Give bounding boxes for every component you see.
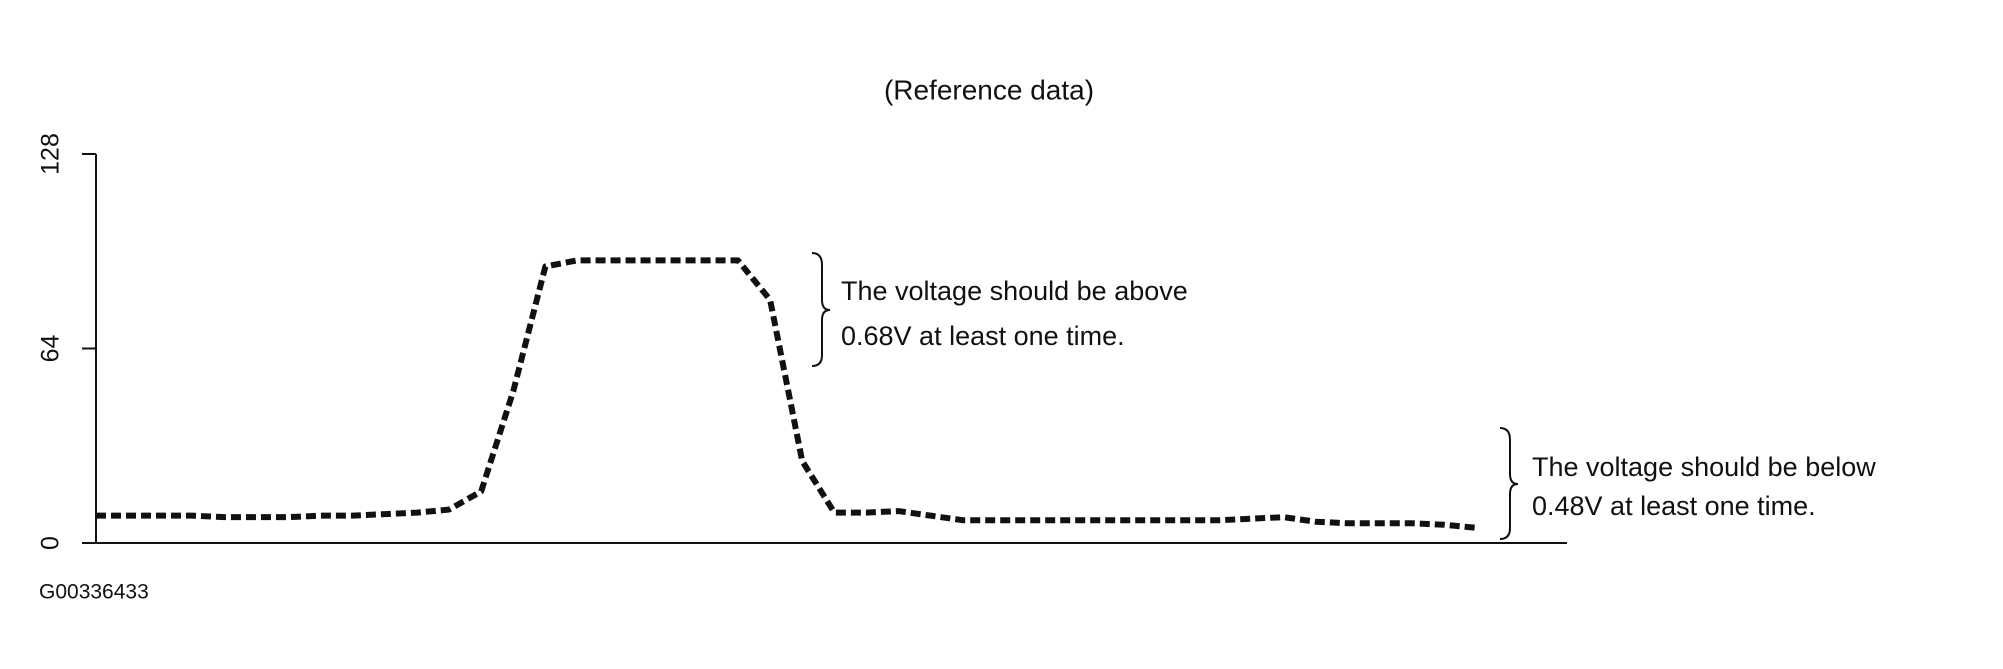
figure-id: G00336433 bbox=[39, 581, 149, 604]
brace bbox=[811, 252, 831, 367]
annotation: 0.48V at least one time. bbox=[1532, 491, 1816, 521]
chart-title: (Reference data) bbox=[884, 74, 1094, 105]
annotation: The voltage should be above bbox=[841, 276, 1188, 306]
y-tick-label: 0 bbox=[37, 536, 65, 550]
brace bbox=[1499, 427, 1519, 540]
line bbox=[96, 257, 1477, 531]
annotation: 0.68V at least one time. bbox=[841, 321, 1125, 351]
y-tick-label: 64 bbox=[37, 335, 65, 363]
annotation: The voltage should be below bbox=[1532, 452, 1876, 482]
y-tick-label: 128 bbox=[37, 133, 65, 175]
